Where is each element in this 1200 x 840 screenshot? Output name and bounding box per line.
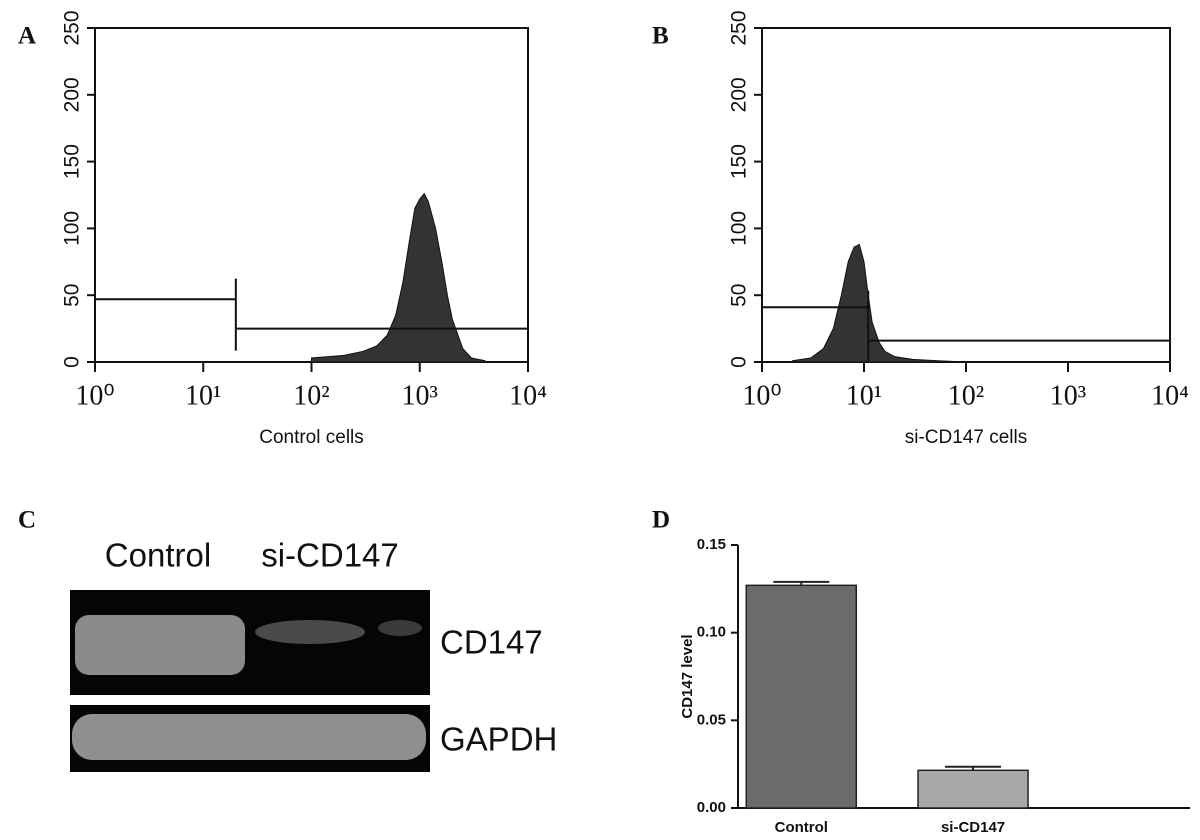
y-tick-label: 200 [61,77,84,112]
panel-label: C [18,507,36,534]
y-tick-label: 0 [728,356,751,368]
blot-band-gapdh [72,714,426,760]
y-tick-label: 100 [61,211,84,246]
x-tick-label: 10¹ [846,380,882,411]
blot-band-control [75,615,245,675]
histogram-area [311,192,486,363]
blot-band-faint [378,620,422,636]
y-tick-label: 0.05 [697,711,726,728]
band-label: GAPDH [440,721,557,758]
x-axis-title: Control cells [259,427,364,448]
plot-frame [761,27,1171,363]
panel-label: B [652,23,669,50]
x-tick-label: 10⁴ [509,380,547,411]
bar [745,584,858,809]
x-tick-label: 10² [293,380,329,411]
panel-label: D [652,507,670,534]
y-tick-label: 150 [728,144,751,179]
panel-label: A [18,23,36,50]
x-tick-label: 10⁴ [1151,380,1189,411]
histogram-area [792,243,967,363]
y-tick-label: 100 [728,211,751,246]
y-tick-label: 50 [728,284,751,307]
x-tick-label: 10² [948,380,984,411]
y-axis-title: CD147 level [679,634,696,718]
y-tick-label: 250 [728,10,751,45]
x-tick-label: 10³ [1050,380,1086,411]
band-label: CD147 [440,624,543,661]
y-tick-label: 0.15 [697,536,726,553]
lane-label: si-CD147 [261,537,399,574]
blot-band-faint [255,620,365,644]
x-tick-label: 10⁰ [75,380,114,411]
plot-frame [94,27,529,363]
y-tick-label: 250 [61,10,84,45]
y-tick-label: 50 [61,284,84,307]
x-tick-label: 10³ [402,380,438,411]
y-tick-label: 150 [61,144,84,179]
bar [917,769,1029,809]
lane-label: Control [105,537,211,574]
y-tick-label: 0 [61,356,84,368]
y-tick-label: 0.00 [697,799,726,816]
y-tick-label: 0.10 [697,624,726,641]
x-tick-label: si-CD147 [941,819,1005,836]
x-tick-label: 10¹ [185,380,221,411]
y-tick-label: 200 [728,77,751,112]
x-tick-label: 10⁰ [742,380,781,411]
x-axis-title: si-CD147 cells [905,427,1027,448]
x-tick-label: Control [775,819,828,836]
